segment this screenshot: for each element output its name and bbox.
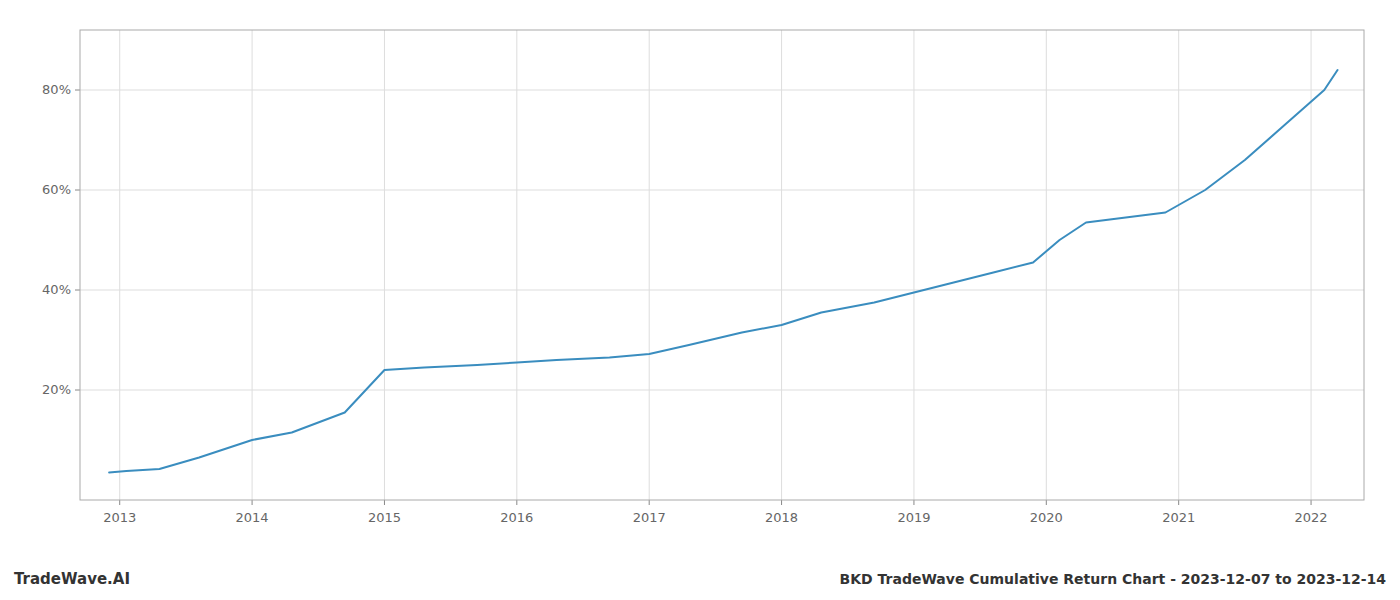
x-tick-label: 2018	[765, 510, 798, 525]
x-tick	[781, 500, 782, 505]
grid	[80, 30, 1364, 500]
y-tick	[75, 390, 80, 391]
x-tick	[1311, 500, 1312, 505]
x-tick-label: 2015	[368, 510, 401, 525]
x-tick-label: 2013	[103, 510, 136, 525]
y-grid-line	[80, 90, 1364, 91]
y-grid-line	[80, 390, 1364, 391]
x-grid-line	[913, 30, 914, 500]
y-tick-label: 40%	[42, 282, 71, 297]
line	[109, 70, 1337, 473]
x-tick	[516, 500, 517, 505]
chart-svg: 20% 40% 60% 80% 2013 2014 2015 2016 2017 2018 2019…	[0, 0, 1400, 600]
x-tick-label: 2021	[1162, 510, 1195, 525]
y-grid-line	[80, 190, 1364, 191]
x-grid-line	[384, 30, 385, 500]
background	[0, 0, 1400, 600]
x-tick	[384, 500, 385, 505]
x-tick	[1178, 500, 1179, 505]
x-grid-line	[1178, 30, 1179, 500]
y-tick	[75, 90, 80, 91]
axes: 20% 40% 60% 80% 2013 2014 2015 2016 2017 2018 2019…	[42, 30, 1364, 525]
x-grid-line	[649, 30, 650, 500]
x-tick	[913, 500, 914, 505]
title: BKD TradeWave Cumulative Return Chart - …	[840, 571, 1387, 587]
y-grid-line	[80, 290, 1364, 291]
y-tick-label: 20%	[42, 382, 71, 397]
y-tick	[75, 290, 80, 291]
x-grid-line	[781, 30, 782, 500]
x-tick-label: 2016	[500, 510, 533, 525]
plot-frame	[80, 30, 1364, 500]
y-tick	[75, 190, 80, 191]
x-tick-label: 2020	[1030, 510, 1063, 525]
x-grid-line	[252, 30, 253, 500]
x-tick-label: 2019	[897, 510, 930, 525]
y-tick-label: 80%	[42, 82, 71, 97]
x-tick	[119, 500, 120, 505]
x-grid-line	[516, 30, 517, 500]
x-grid-line	[119, 30, 120, 500]
y-tick-label: 60%	[42, 182, 71, 197]
x-tick	[649, 500, 650, 505]
x-tick	[1046, 500, 1047, 505]
x-grid-line	[1046, 30, 1047, 500]
watermark: TradeWave.AI	[14, 570, 130, 588]
x-tick-label: 2017	[633, 510, 666, 525]
x-tick-label: 2022	[1295, 510, 1328, 525]
series-group	[109, 70, 1337, 473]
chart-container: 20% 40% 60% 80% 2013 2014 2015 2016 2017 2018 2019…	[0, 0, 1400, 600]
x-tick-label: 2014	[236, 510, 269, 525]
x-tick	[252, 500, 253, 505]
